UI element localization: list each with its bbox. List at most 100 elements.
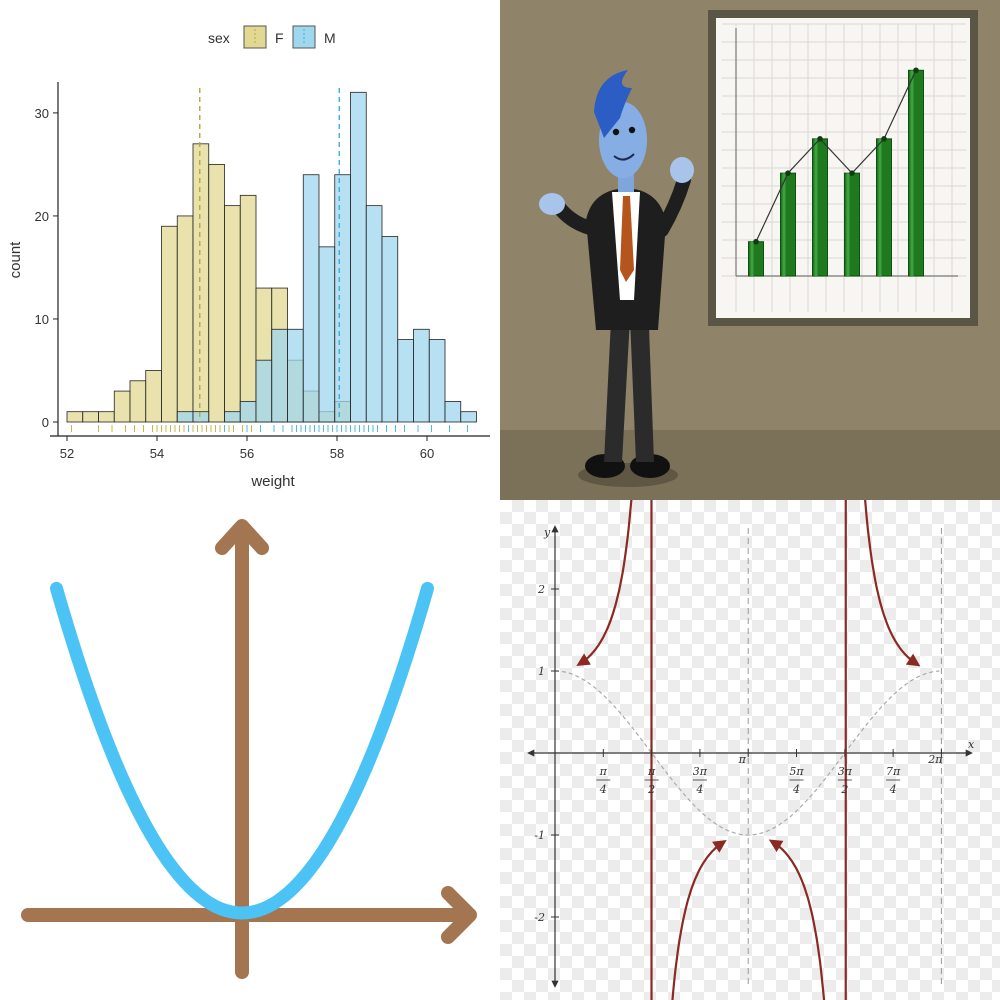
presenter-illustration	[500, 10, 1000, 500]
histogram-bar-m	[192, 411, 210, 423]
mouth	[613, 153, 635, 161]
histogram-bar-f	[192, 143, 210, 423]
rug-marks	[71, 425, 468, 432]
x-axis-arrow	[441, 886, 477, 944]
y-tick-label: 1	[538, 665, 545, 678]
legend-title: sex	[208, 30, 230, 46]
floor	[500, 430, 1000, 500]
parabola-panel	[0, 500, 500, 1000]
histogram-bar-f	[239, 194, 257, 423]
board-bars	[748, 67, 924, 277]
secant-plot: π 4 π 2 3π 4 π 5π 4 3π 2 7π 4 2π 2 1 -1 -2 x y	[527, 500, 975, 1000]
histogram-bar-f	[161, 225, 178, 423]
right-hand	[670, 157, 694, 183]
x-tick-numerator: 7π	[886, 765, 901, 778]
x-axis-title: weight	[250, 473, 295, 490]
board-bar-highlight	[750, 241, 754, 276]
right-arm	[655, 173, 691, 237]
histogram-bar-m	[381, 236, 399, 423]
x-tick-denominator: 4	[889, 783, 897, 796]
asymptotes	[747, 528, 942, 985]
histogram-bar-m	[287, 328, 304, 423]
left-eye	[612, 128, 620, 136]
right-eye	[628, 126, 636, 134]
x-tick-numerator: 3π	[838, 765, 853, 778]
x-tick-denominator: 4	[695, 783, 703, 796]
histogram-axes: 52 54 56 58 60 0 10 20 30	[35, 82, 490, 461]
histogram-bar-m	[350, 91, 367, 423]
histogram-bar-f	[66, 411, 84, 423]
histogram-bar-m	[365, 205, 383, 423]
x-tick-numerator: π	[599, 765, 608, 778]
board-trend-point	[817, 136, 823, 142]
x-tick-numerator: 2π	[927, 753, 943, 766]
x-tick-label: 52	[60, 446, 74, 461]
y-tick-label: -2	[534, 911, 545, 924]
y-tick-label: 2	[537, 583, 545, 596]
x-tick-numerator: 3π	[693, 765, 708, 778]
trousers	[604, 300, 654, 462]
histogram-bar-f	[145, 370, 162, 423]
weight-histogram: sex F M 52 54 56 58 60 0 10 20 30 weight count	[7, 25, 490, 490]
x-tick-denominator: 4	[792, 783, 800, 796]
secant-curves	[576, 500, 921, 1000]
x-tick-denominator: 2	[647, 783, 655, 796]
histogram-bar-m	[176, 411, 194, 423]
board-bar-highlight	[846, 173, 850, 276]
left-hand	[539, 193, 565, 215]
x-tick-label: 60	[420, 446, 434, 461]
histogram-bars	[66, 91, 477, 423]
board-trend-point	[753, 238, 759, 245]
histogram-bar-m	[428, 339, 446, 423]
histogram-bar-f	[129, 380, 147, 423]
legend-label-m: M	[324, 30, 336, 46]
x-tick-numerator: 5π	[789, 765, 804, 778]
x-tick-denominator: 4	[599, 783, 607, 796]
legend: sex F M	[208, 25, 336, 49]
board-trend-line	[755, 70, 917, 242]
mean-lines	[199, 88, 340, 422]
histogram-bar-f	[224, 205, 241, 423]
board-trend-point	[785, 170, 791, 176]
histogram-bar-m	[413, 328, 430, 423]
y-tick-label: 10	[35, 312, 49, 327]
histogram-bar-m	[334, 174, 351, 423]
secant-panel: π 4 π 2 3π 4 π 5π 4 3π 2 7π 4 2π 2 1 -1 -2 x y	[500, 500, 1000, 1000]
board-bar-highlight	[814, 138, 818, 276]
x-tick-label: 54	[150, 446, 164, 461]
histogram-panel: sex F M 52 54 56 58 60 0 10 20 30 weight count	[0, 0, 500, 500]
y-axis-title: count	[7, 241, 24, 279]
histogram-bar-m	[271, 328, 288, 423]
histogram-bar-f	[176, 215, 194, 423]
parabola-curve	[50, 581, 434, 920]
histogram-bar-m	[302, 174, 320, 423]
board-trend-point	[881, 136, 887, 142]
presenter-figure	[539, 70, 694, 487]
y-tick-label: 0	[42, 415, 49, 430]
legend-label-f: F	[275, 30, 284, 46]
y-tick-label: -1	[534, 829, 545, 842]
histogram-bar-f	[113, 390, 131, 423]
histogram-bar-f	[82, 411, 99, 423]
x-tick-label: 58	[330, 446, 344, 461]
board-trend-point	[849, 170, 855, 176]
histogram-bar-m	[255, 359, 273, 423]
presenter-illustration-panel	[500, 0, 1000, 500]
histogram-bar-m	[460, 411, 477, 423]
histogram-bar-f	[208, 164, 225, 423]
histogram-bar-m	[444, 400, 462, 423]
board-trend-point	[913, 67, 919, 74]
x-axis-label: x	[968, 738, 975, 751]
secant-axes	[527, 525, 973, 988]
x-tick-label: 56	[240, 446, 254, 461]
y-axis-arrow	[215, 519, 269, 555]
x-tick-denominator: 2	[840, 783, 848, 796]
histogram-bar-m	[397, 339, 414, 423]
histogram-bar-f	[98, 411, 115, 423]
x-tick-numerator: π	[738, 753, 747, 766]
board-bar-highlight	[782, 173, 786, 276]
secant-branch-lower	[768, 500, 921, 1000]
histogram-bar-m	[224, 411, 241, 423]
histogram-bar-m	[239, 400, 257, 423]
x-tick-numerator: π	[647, 765, 656, 778]
